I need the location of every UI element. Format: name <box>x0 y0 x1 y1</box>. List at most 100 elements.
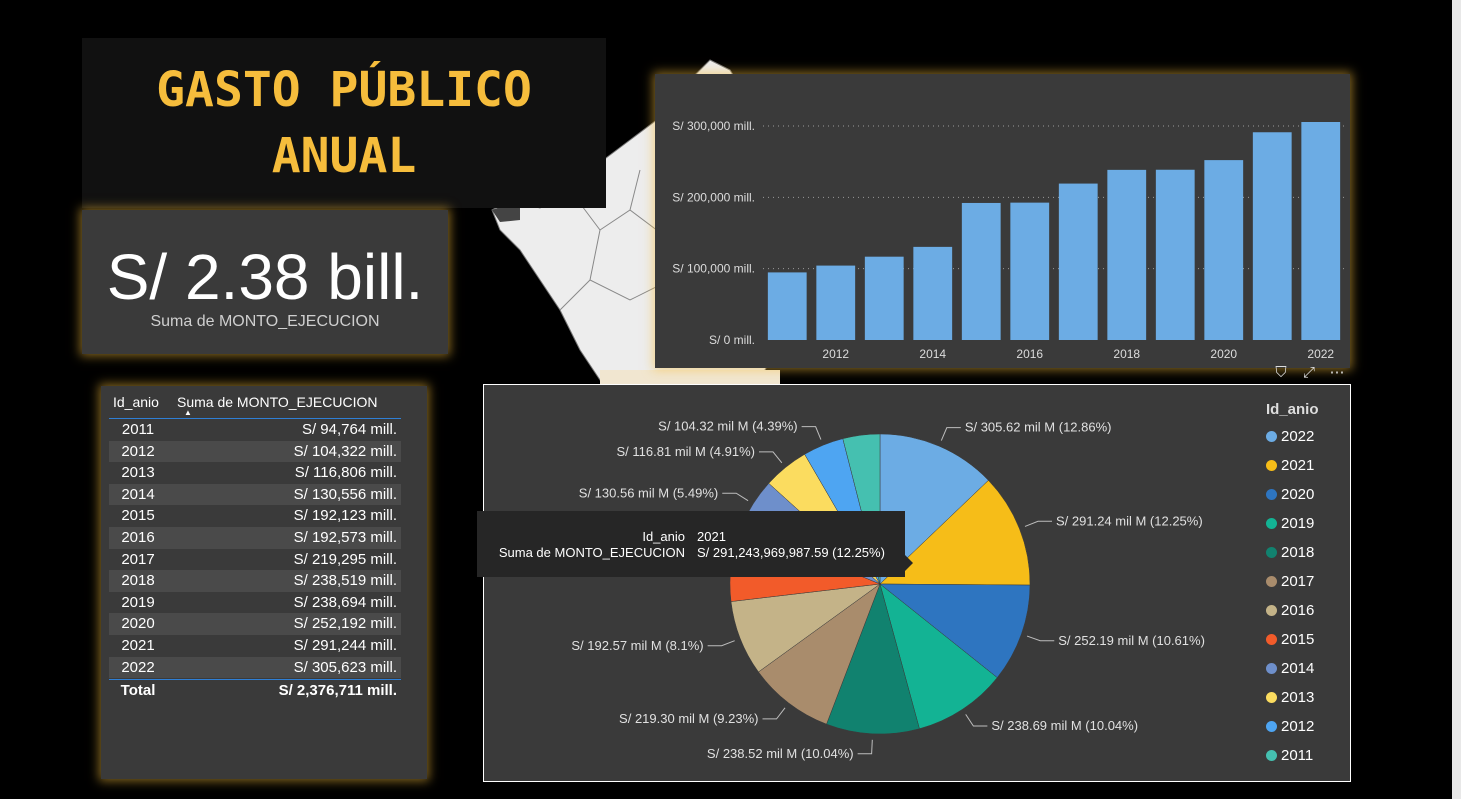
legend-label: 2022 <box>1281 428 1315 445</box>
bar[interactable] <box>1107 169 1147 340</box>
column-header-year[interactable]: Id_anio <box>113 394 159 410</box>
legend-item[interactable]: 2018 <box>1266 538 1319 567</box>
legend-label: 2021 <box>1281 457 1315 474</box>
title-line-2: ANUAL <box>271 128 417 184</box>
cell-amount: S/ 192,123 mill. <box>293 507 397 525</box>
legend-swatch <box>1266 431 1277 442</box>
cell-amount: S/ 116,806 mill. <box>294 464 397 482</box>
table-row[interactable]: 2012 S/ 104,322 mill. <box>109 440 401 463</box>
bar[interactable] <box>1155 169 1195 340</box>
pie-slice[interactable] <box>879 479 1031 586</box>
kpi-label: Suma de MONTO_EJECUCION <box>150 313 380 330</box>
legend-item[interactable]: 2020 <box>1266 480 1319 509</box>
table-row[interactable]: 2016 S/ 192,573 mill. <box>109 526 401 549</box>
data-label-leader <box>801 426 822 440</box>
legend-label: 2016 <box>1281 602 1315 619</box>
cell-year: 2012 <box>121 442 155 460</box>
page-scrollbar[interactable] <box>1452 0 1461 799</box>
legend-item[interactable]: 2021 <box>1266 451 1319 480</box>
tooltip-key-amount: Suma de MONTO_EJECUCION <box>498 545 685 560</box>
cell-year: 2011 <box>121 421 155 438</box>
legend-item[interactable]: 2014 <box>1266 654 1319 683</box>
legend-item[interactable]: 2011 <box>1266 741 1319 770</box>
bar[interactable] <box>864 256 904 340</box>
table-row[interactable]: 2015 S/ 192,123 mill. <box>109 505 401 527</box>
legend-swatch <box>1266 750 1277 761</box>
data-table[interactable]: Id_anio Suma de MONTO_EJECUCION ▲ 2011 S/… <box>101 386 427 779</box>
x-tick-label: 2022 <box>1307 347 1334 361</box>
bar[interactable] <box>767 272 807 340</box>
table-row[interactable]: 2017 S/ 219,295 mill. <box>109 549 401 571</box>
pie-slice[interactable] <box>879 433 989 585</box>
cell-year: 2016 <box>121 528 155 546</box>
bar[interactable] <box>1058 183 1098 340</box>
pie-slice[interactable] <box>879 583 998 730</box>
table-row[interactable]: 2020 S/ 252,192 mill. <box>109 613 401 635</box>
bar[interactable] <box>1010 202 1050 340</box>
legend-label: 2015 <box>1281 631 1315 648</box>
cell-year: 2013 <box>121 464 155 482</box>
table-row[interactable]: 2011 S/ 94,764 mill. <box>109 419 401 441</box>
legend-swatch <box>1266 692 1277 703</box>
bar[interactable] <box>961 202 1001 340</box>
tooltip-value-amount: S/ 291,243,969,987.59 (12.25%) <box>697 545 885 560</box>
legend-item[interactable]: 2013 <box>1266 683 1319 712</box>
y-tick-label: S/ 0 mill. <box>709 333 755 347</box>
legend-label: 2011 <box>1281 747 1314 764</box>
pie-slice[interactable] <box>826 583 920 735</box>
table-row[interactable]: 2019 S/ 238,694 mill. <box>109 592 401 614</box>
data-label-leader <box>707 640 735 647</box>
focus-mode-icon[interactable]: ⤢ <box>1302 364 1315 381</box>
legend-item[interactable]: 2015 <box>1266 625 1319 654</box>
legend-label: 2020 <box>1281 486 1315 503</box>
legend-label: 2012 <box>1281 718 1315 735</box>
pie-slice[interactable] <box>758 583 881 725</box>
pie-data-label: S/ 291.24 mil M (12.25%) <box>1056 513 1203 528</box>
legend-items: 2022 2021 2020 2019 2018 2017 2016 2015 2014 2013… <box>1266 422 1319 770</box>
legend-item[interactable]: 2017 <box>1266 567 1319 596</box>
x-tick-label: 2014 <box>919 347 946 361</box>
y-tick-label: S/ 300,000 mill. <box>672 119 755 133</box>
table-row[interactable]: 2018 S/ 238,519 mill. <box>109 570 401 592</box>
cell-amount: S/ 192,573 mill. <box>293 528 397 546</box>
tooltip-pointer <box>905 555 913 571</box>
legend-item[interactable]: 2016 <box>1266 596 1319 625</box>
cell-amount: S/ 238,519 mill. <box>293 572 397 590</box>
legend-swatch <box>1266 547 1277 558</box>
legend-label: 2018 <box>1281 544 1315 561</box>
bar[interactable] <box>1204 160 1244 340</box>
table-row[interactable]: 2022 S/ 305,623 mill. <box>109 656 401 679</box>
pie-slice[interactable] <box>879 583 1031 678</box>
cell-amount: S/ 94,764 mill. <box>301 421 397 438</box>
bar[interactable] <box>913 246 953 340</box>
legend-label: 2019 <box>1281 515 1315 532</box>
y-tick-label: S/ 100,000 mill. <box>672 262 755 276</box>
legend-swatch <box>1266 576 1277 587</box>
bar-chart-panel[interactable]: S/ 0 mill. S/ 100,000 mill. S/ 200,000 mil… <box>655 74 1350 368</box>
table-row[interactable]: 2013 S/ 116,806 mill. <box>109 462 401 484</box>
legend-swatch <box>1266 721 1277 732</box>
title-line-1: GASTO PÚBLICO <box>156 62 532 118</box>
bar[interactable] <box>1301 122 1341 340</box>
table-row[interactable]: 2021 S/ 291,244 mill. <box>109 635 401 657</box>
filter-icon[interactable]: ⛉ <box>1275 364 1287 381</box>
total-label: Total <box>120 682 156 699</box>
legend-item[interactable]: 2019 <box>1266 509 1319 538</box>
pie-chart-panel[interactable]: S/ 305.62 mil M (12.86%) S/ 291.24 mil M … <box>483 384 1351 782</box>
legend-title: Id_anio <box>1266 401 1319 418</box>
cell-year: 2018 <box>121 572 155 590</box>
column-header-amount[interactable]: Suma de MONTO_EJECUCION <box>177 394 378 410</box>
bar[interactable] <box>1252 132 1292 340</box>
legend-item[interactable]: 2012 <box>1266 712 1319 741</box>
kpi-card[interactable]: S/ 2.38 bill. Suma de MONTO_EJECUCION <box>82 210 448 354</box>
cell-year: 2020 <box>121 615 155 633</box>
table-row[interactable]: 2014 S/ 130,556 mill. <box>109 483 401 506</box>
table-body: 2011 S/ 94,764 mill. 2012 S/ 104,322 mill. 2… <box>109 419 401 679</box>
data-label-leader <box>722 492 749 502</box>
more-options-icon[interactable]: ⋯ <box>1329 364 1345 381</box>
bar[interactable] <box>816 265 856 340</box>
sort-ascending-icon: ▲ <box>184 408 192 417</box>
legend-item[interactable]: 2022 <box>1266 422 1319 451</box>
cell-year: 2015 <box>121 507 155 525</box>
data-label-leader <box>965 714 988 727</box>
